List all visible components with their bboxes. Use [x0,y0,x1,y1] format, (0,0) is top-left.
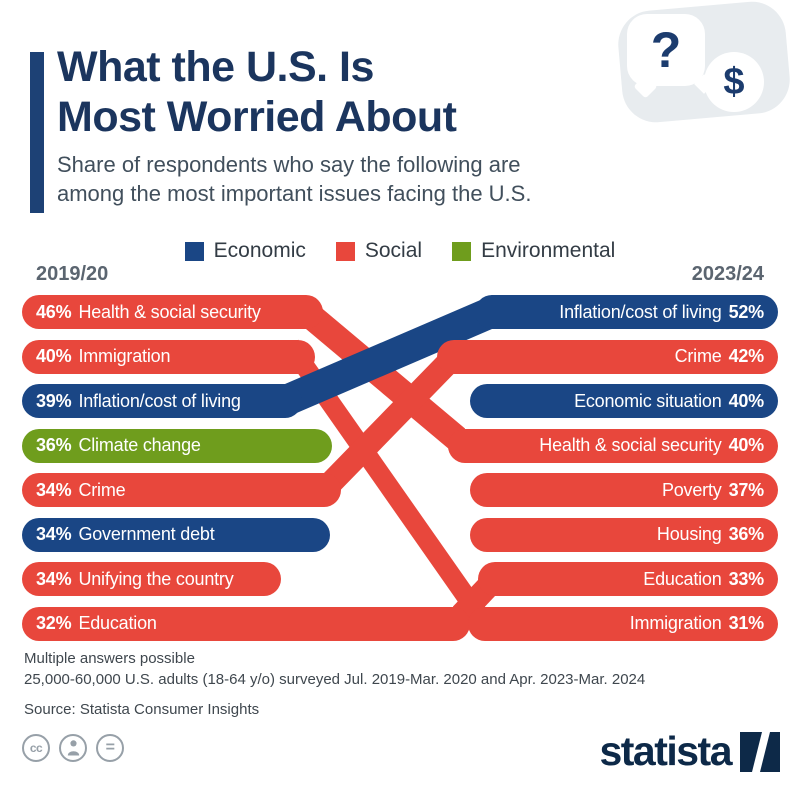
question-symbol: ? [650,22,682,78]
bar-value: 32% [36,613,72,633]
bar-label: Climate change [78,435,201,455]
legend-item-economic: Economic [184,239,306,263]
bar-value: 39% [36,390,72,411]
bar-label: Housing [656,524,722,544]
bar-value: 36% [36,435,72,455]
bar-value: 40% [36,346,72,366]
bar-label: Crime [674,346,722,366]
bar-left-government-debt: 34% Government debt [22,517,330,552]
ribbon-inflation-cost-of-living [285,295,492,418]
chart-legend: Economic Social Environmental [0,239,800,263]
attribution-person-icon [59,734,87,762]
bar-right-inflation-cost-of-living: Inflation/cost of living 52% [475,295,778,329]
statista-logo: statista [599,728,780,775]
bar-value: 34% [36,568,72,589]
dollar-symbol: $ [723,60,745,103]
bar-label: Government debt [78,524,215,544]
subtitle-line-2: among the most important issues facing t… [57,181,532,207]
bar-right-housing: Housing 36% [470,517,778,552]
bar-right-economic-situation: Economic situation 40% [470,384,778,418]
page-subtitle: Share of respondents who say the followi… [57,150,531,209]
period-label-left: 2019/20 [36,263,109,285]
note-survey-details: 25,000-60,000 U.S. adults (18-64 y/o) su… [24,671,646,689]
bar-value: 42% [728,346,765,366]
statista-logo-mark [740,731,780,772]
legend-swatch-social [335,241,355,261]
legend-item-social: Social [335,239,423,263]
subtitle-line-1: Share of respondents who say the followi… [57,152,521,177]
period-label-right: 2023/24 [691,263,764,285]
bar-right-immigration: Immigration 31% [468,606,778,641]
bar-left-immigration: 40% Immigration [22,339,315,374]
no-derivatives-icon: = [96,734,124,762]
bar-label: Education [78,613,157,633]
bar-left-climate-change: 36% Climate change [22,428,332,463]
bar-value: 31% [728,613,765,633]
bar-right-crime: Crime 42% [437,339,778,374]
title-accent-bar [30,52,44,213]
bar-label: Unifying the country [78,568,234,589]
footer-notes: Multiple answers possible 25,000-60,000 … [24,648,645,720]
ribbon-health-social-security [306,295,465,463]
bar-left-inflation-cost-of-living: 39% Inflation/cost of living [22,384,302,418]
source-note: Source: Statista Consumer Insights [24,700,260,718]
bar-value: 34% [36,524,72,544]
page-title: What the U.S. Is Most Worried About [57,42,457,143]
bar-label: Education [643,568,722,589]
bar-left-unifying-the-country: 34% Unifying the country [22,562,281,596]
bar-label: Inflation/cost of living [559,301,722,322]
legend-label-environmental: Environmental [481,239,616,262]
bar-value: 36% [728,524,765,544]
question-bubble-icon: ? [627,14,705,86]
bar-label: Crime [78,479,126,500]
bar-right-education: Education 33% [478,562,778,596]
bar-value: 46% [36,301,72,322]
bar-value: 34% [36,479,72,500]
person-glyph [67,740,79,756]
bar-label: Health & social security [78,301,261,322]
note-multiple-answers: Multiple answers possible [24,650,195,667]
bar-value: 40% [728,390,765,411]
dollar-bubble-icon: $ [704,52,764,112]
bar-label: Economic situation [574,390,722,411]
bar-label: Health & social security [539,435,722,455]
bar-left-crime: 34% Crime [22,473,341,507]
bar-right-poverty: Poverty 37% [470,473,778,507]
creative-commons-icon: cc [22,734,50,762]
bar-label: Poverty [661,479,722,500]
bar-right-health-social-security: Health & social security 40% [448,428,778,463]
ribbon-crime [324,339,454,507]
statista-logo-text: statista [599,728,732,774]
title-line-1: What the U.S. Is [57,43,374,91]
bar-left-education: 32% Education [22,606,470,641]
legend-swatch-environmental [452,241,472,261]
legend-swatch-economic [184,241,204,261]
legend-label-social: Social [364,239,423,262]
legend-label-economic: Economic [213,239,306,262]
ribbon-immigration [298,339,485,641]
license-icons: cc = [22,734,124,762]
bar-value: 33% [728,568,765,589]
bar-label: Immigration [78,346,171,366]
bar-value: 37% [728,479,765,500]
legend-item-environmental: Environmental [452,239,615,263]
bar-left-health-social-security: 46% Health & social security [22,295,323,329]
bar-value: 40% [728,435,765,455]
bar-label: Immigration [629,613,722,633]
bar-value: 52% [728,301,765,322]
title-line-2: Most Worried About [57,93,457,142]
bar-label: Inflation/cost of living [78,390,241,411]
